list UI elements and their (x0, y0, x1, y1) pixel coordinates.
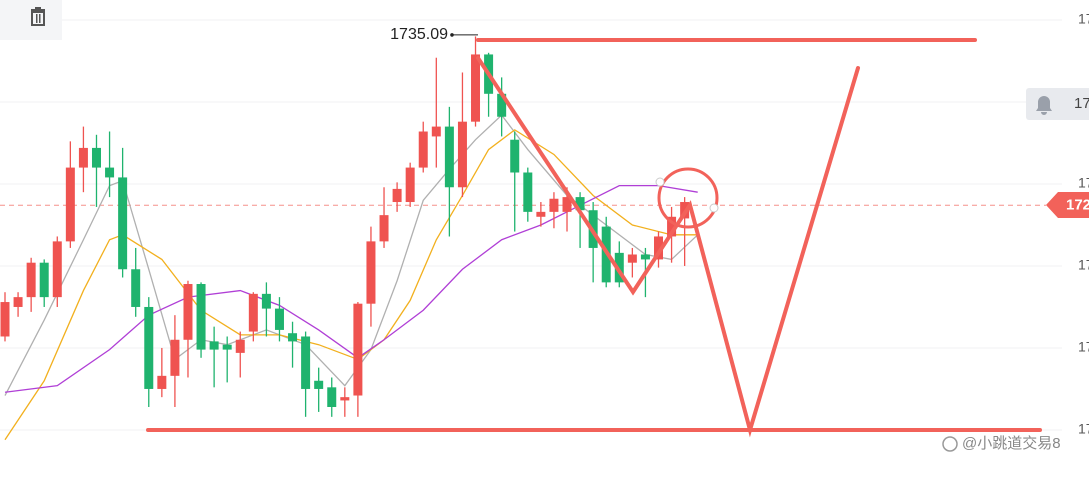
candle-body (549, 198, 559, 212)
delete-button[interactable] (31, 7, 45, 26)
watermark: @小跳道交易8 (962, 434, 1061, 452)
y-tick-label: 1736 (1078, 11, 1089, 27)
y-tick-label: 1711 (1078, 421, 1089, 437)
handle[interactable] (655, 177, 665, 187)
candle-body (327, 387, 337, 407)
candle-body (562, 197, 572, 212)
candle-body (497, 93, 507, 117)
candle-body (379, 215, 389, 242)
candle-body (536, 211, 546, 217)
candle-body (340, 397, 350, 401)
bell-icon (1036, 96, 1052, 115)
candle-body (131, 269, 141, 307)
candle-body (392, 188, 402, 203)
candle-body (366, 241, 376, 304)
candle-body (667, 216, 677, 237)
y-tick-label: 1716 (1078, 339, 1089, 355)
moving-average (4, 129, 698, 441)
candle-body (222, 344, 232, 350)
candle-body (105, 167, 115, 178)
candle-body (314, 380, 324, 389)
y-tick-label: 1726 (1078, 175, 1089, 191)
moving-average (4, 184, 698, 393)
candle-body (614, 252, 624, 283)
candle-body (0, 302, 10, 337)
candle-body (405, 167, 415, 203)
candle-body (471, 54, 481, 122)
candle-body (65, 167, 75, 242)
candle-body (170, 339, 180, 376)
candle-body (39, 262, 49, 298)
candle-body (457, 121, 467, 188)
candle-body (52, 241, 62, 298)
last-price-label: 1724.7 (1066, 196, 1089, 213)
handle[interactable] (709, 203, 719, 213)
candle-body (444, 126, 454, 188)
candle-body (288, 333, 298, 342)
watermark-icon (942, 436, 958, 452)
candle-body (627, 254, 637, 263)
drawings[interactable] (146, 38, 1042, 438)
candle-body (13, 297, 23, 307)
candle-body (575, 197, 585, 211)
candle-body (301, 336, 311, 389)
candle-body (418, 131, 428, 168)
candle-body (261, 293, 271, 309)
candle-body (248, 293, 258, 332)
candle-body (78, 147, 88, 168)
candle-body (91, 147, 101, 168)
candle-body (144, 306, 154, 389)
candle-body (431, 126, 441, 137)
candle-body (510, 139, 520, 173)
candle-body (235, 339, 245, 353)
alert-price-label: 1730.9 (1074, 95, 1089, 112)
candle-body (654, 236, 663, 260)
candle-body (196, 284, 206, 350)
alert-button[interactable] (1026, 88, 1089, 120)
candle-body (26, 262, 36, 298)
candle-body (157, 375, 167, 389)
candle-body (183, 284, 193, 340)
max-label: 1735.09 (390, 26, 448, 43)
candle-body (353, 303, 363, 396)
candle-body (523, 172, 533, 212)
candle-body (274, 308, 284, 330)
candle-body (640, 254, 650, 260)
candle-body (209, 341, 219, 350)
candle-body (118, 177, 128, 270)
price-tag (1046, 192, 1089, 218)
max-dot (450, 33, 454, 37)
